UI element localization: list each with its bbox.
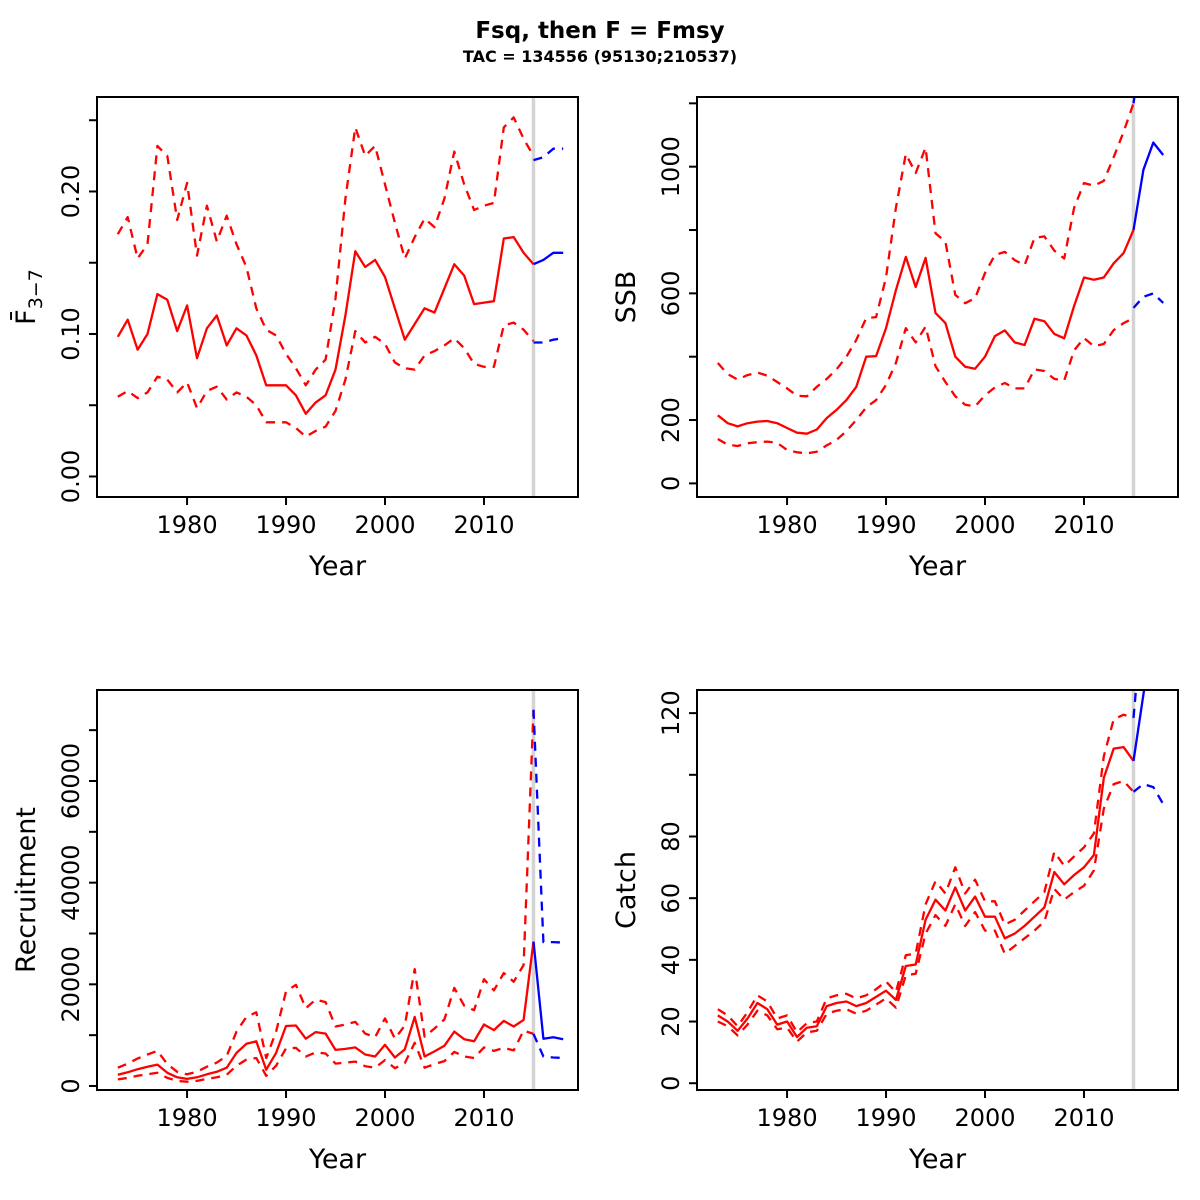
ssb-plot-box	[696, 96, 1179, 498]
ssb-upper-ci-forecast-line	[1132, 97, 1136, 104]
recruitment-xtick-label: 2010	[453, 1104, 514, 1132]
fbar-upper-ci-forecast-line	[533, 147, 564, 162]
fbar-median-historic-line	[116, 235, 535, 415]
fbar-xtick-label: 2010	[453, 511, 514, 539]
fbar-lower-ci-historic-line	[117, 321, 535, 438]
catch-ytick-label: 20	[657, 1006, 685, 1037]
recruitment-ytick-label: 60000	[57, 743, 85, 819]
recruitment-median-forecast-line	[532, 941, 564, 1041]
recruitment-xtick-label: 2000	[354, 1104, 415, 1132]
recruitment-median-historic-line	[117, 941, 535, 1081]
fbar-plot-box	[96, 96, 579, 498]
fbar-ylabel: F̄3−7	[10, 269, 47, 325]
panel-catch: 1980 1990 2000 2010 0 20 40 60 80 120 Year Catch	[611, 689, 1179, 1175]
ssb-xtick-label: 2000	[954, 511, 1015, 539]
catch-xlabel: Year	[908, 1144, 967, 1175]
recruitment-lower-ci-historic-line	[117, 1029, 534, 1083]
fbar-xlabel: Year	[308, 551, 367, 582]
catch-xtick-label: 2010	[1053, 1104, 1114, 1132]
ssb-median-forecast-line	[1132, 141, 1165, 231]
figure-subtitle: TAC = 134556 (95130;210537)	[462, 47, 738, 66]
panel-ssb: 1980 1990 2000 2010 0 200 600 1000 Year SSB	[611, 96, 1179, 582]
ssb-xtick-label: 1980	[757, 511, 818, 539]
catch-ytick-label: 60	[657, 883, 685, 914]
recruitment-upper-ci-forecast-line	[532, 709, 564, 944]
fbar-ytick-label: 0.00	[57, 450, 85, 503]
recruitment-ylabel: Recruitment	[11, 807, 42, 973]
recruitment-xtick-label: 1980	[157, 1104, 218, 1132]
figure-title: Fsq, then F = Fmsy	[475, 18, 725, 44]
panel-fbar: 1980 1990 2000 2010 0.00 0.10 0.20 Year F̄3−7	[10, 96, 579, 582]
ssb-ytick-label: 1000	[657, 136, 685, 197]
fbar-ytick-label: 0.20	[57, 165, 85, 218]
ssb-ytick-label: 200	[657, 397, 685, 443]
catch-median-forecast-line	[1132, 690, 1146, 762]
catch-median-historic-line	[717, 745, 1135, 1039]
catch-lower-ci-historic-line	[717, 779, 1135, 1043]
catch-lower-ci-forecast-line	[1132, 782, 1165, 805]
recruitment-lower-ci-forecast-line	[532, 1033, 564, 1060]
ssb-lower-ci-historic-line	[717, 317, 1135, 455]
fbar-xtick-label: 2000	[354, 511, 415, 539]
fbar-upper-ci-historic-line	[116, 116, 535, 387]
fbar-lower-ci-forecast-line	[533, 337, 564, 344]
recruitment-plot-box	[96, 689, 579, 1091]
catch-upper-ci-historic-line	[717, 713, 1134, 1034]
catch-xtick-label: 2000	[954, 1104, 1015, 1132]
catch-ytick-label: 120	[657, 690, 685, 736]
recruitment-ytick-label: 40000	[57, 844, 85, 920]
ssb-xtick-label: 1990	[855, 511, 916, 539]
recruitment-ytick-label: 20000	[57, 946, 85, 1022]
panel-recruitment: 1980 1990 2000 2010 0 20000 40000 60000 Year Recr…	[11, 689, 579, 1175]
catch-ytick-label: 80	[657, 821, 685, 852]
ssb-ytick-label: 600	[657, 270, 685, 316]
fbar-median-forecast-line	[533, 251, 564, 266]
catch-ytick-label: 40	[657, 945, 685, 976]
recruitment-xtick-label: 1990	[255, 1104, 316, 1132]
ssb-median-historic-line	[717, 229, 1135, 435]
catch-xtick-label: 1980	[757, 1104, 818, 1132]
catch-xtick-label: 1990	[855, 1104, 916, 1132]
recruitment-xlabel: Year	[308, 1144, 367, 1175]
ssb-xtick-label: 2010	[1053, 511, 1114, 539]
ssb-ylabel: SSB	[611, 271, 642, 324]
ssb-ytick-label: 0	[657, 476, 685, 491]
ssb-upper-ci-historic-line	[716, 102, 1135, 398]
ssb-xlabel: Year	[908, 551, 967, 582]
catch-ylabel: Catch	[611, 851, 642, 929]
ssb-lower-ci-forecast-line	[1132, 292, 1164, 309]
catch-plot-box	[696, 689, 1179, 1091]
fbar-xtick-label: 1990	[255, 511, 316, 539]
recruitment-ytick-label: 0	[57, 1078, 85, 1093]
catch-ytick-label: 0	[657, 1076, 685, 1091]
fbar-ytick-label: 0.10	[57, 307, 85, 360]
catch-upper-ci-forecast-line	[1132, 690, 1138, 718]
recruitment-upper-ci-historic-line	[117, 709, 535, 1076]
fbar-xtick-label: 1980	[157, 511, 218, 539]
